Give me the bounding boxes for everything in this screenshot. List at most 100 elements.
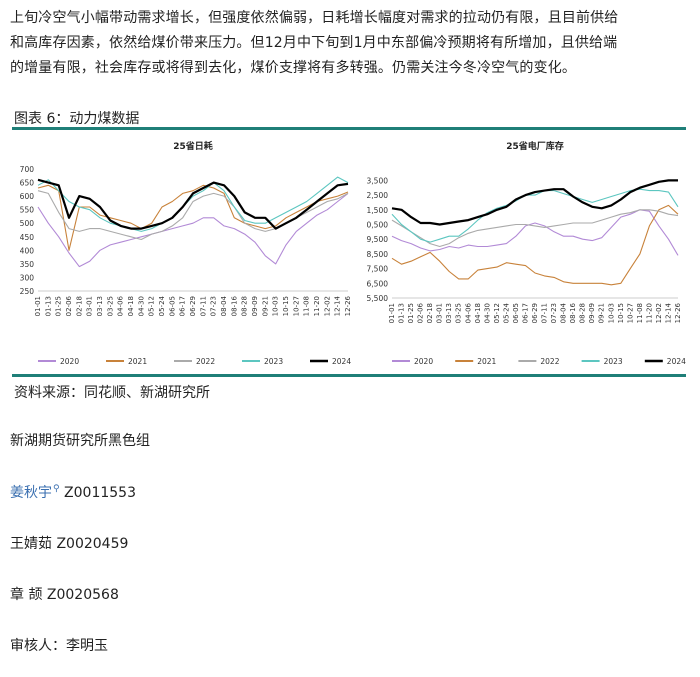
y-tick-label: 7,500 (367, 265, 389, 274)
y-tick-label: 8,500 (367, 250, 389, 259)
x-tick-label: 02-18 (75, 296, 83, 316)
y-tick-label: 13,500 (366, 176, 388, 185)
x-tick-label: 10-27 (626, 303, 634, 323)
figure-title: 图表 6：动力煤数据 (14, 111, 140, 127)
legend-label-2021: 2021 (128, 357, 147, 366)
y-tick-label: 550 (20, 206, 35, 215)
chart-title: 25省日耗 (173, 140, 213, 152)
daily-consumption-chart-svg: 25省日耗 250 300 350 400 450 500 550 600 650 700 01-01… (20, 140, 352, 366)
x-tick-label: 11-20 (313, 296, 321, 316)
legend-label-2021: 2021 (477, 357, 496, 366)
x-tick-label: 01-25 (55, 296, 63, 316)
x-tick-label: 03-25 (106, 296, 114, 316)
chart-title: 25省电厂库存 (506, 140, 564, 152)
y-tick-label: 9,500 (367, 235, 389, 244)
x-tick-label: 05-24 (158, 295, 166, 316)
x-tick-label: 04-30 (137, 296, 145, 316)
analyst-id: Z0020459 (56, 536, 129, 552)
summary-line: 的增量有限，社会库存或将得到去化，煤价支撑将有多转强。仍需关注今冬冷空气的变化。 (10, 60, 576, 76)
x-tick-label: 10-27 (292, 296, 300, 316)
y-tick-label: 10,500 (366, 220, 388, 229)
series-line-2021 (391, 204, 679, 286)
x-tick-label: 07-11 (199, 296, 207, 316)
x-tick-label: 04-18 (474, 303, 482, 323)
legend-label-2020: 2020 (414, 357, 433, 366)
daily-consumption-chart: 25省日耗 250 300 350 400 450 500 550 600 650 700 01-01… (14, 133, 354, 371)
y-tick-label: 12,500 (366, 191, 388, 200)
x-tick-label: 06-05 (512, 303, 520, 323)
x-tick-label: 06-17 (521, 303, 529, 323)
x-tick-label: 06-17 (179, 296, 187, 316)
series-line-2020 (37, 192, 349, 268)
summary-line: 和高库存因素，依然给煤价带来压力。但12月中下旬到1月中东部偏冷预期将有所增加，… (10, 35, 618, 51)
team-name: 新湖期货研究所黑色组 (10, 433, 150, 449)
legend-label-2023: 2023 (604, 357, 623, 366)
search-icon[interactable]: ⚲ (53, 484, 60, 495)
x-tick-label: 01-25 (407, 303, 415, 323)
plant-inventory-chart-svg: 25省电厂库存 5,500 6,500 7,500 8,500 9,500 10,500 11… (362, 140, 686, 366)
x-tick-label: 12-26 (674, 302, 682, 323)
x-tick-label: 03-13 (445, 303, 453, 323)
x-tick-label: 06-29 (189, 296, 197, 316)
analyst-name-link[interactable]: 姜秋宇 (10, 485, 52, 501)
y-tick-label: 500 (20, 219, 35, 228)
x-tick-label: 05-12 (493, 303, 501, 323)
x-tick-label: 01-01 (34, 296, 42, 316)
analyst-row: 姜秋宇⚲ Z0011553 (10, 482, 136, 502)
y-tick-label: 600 (20, 192, 35, 201)
x-tick-label: 12-26 (344, 295, 352, 316)
x-tick-label: 03-25 (455, 303, 463, 323)
x-tick-label: 09-09 (588, 303, 596, 323)
x-tick-label: 10-03 (272, 296, 280, 316)
analyst-name: 王婧茹 (10, 536, 52, 552)
y-tick-label: 400 (20, 246, 35, 255)
legend-label-2023: 2023 (264, 357, 283, 366)
y-tick-label: 5,500 (367, 294, 389, 303)
y-tick-label: 450 (20, 233, 35, 242)
series-line-2024 (391, 179, 678, 226)
summary-line: 上旬冷空气小幅带动需求增长，但强度依然偏弱，日耗增长幅度对需求的拉动仍有限，且目… (10, 10, 619, 26)
x-tick-label: 09-21 (598, 303, 606, 323)
x-tick-label: 07-23 (550, 303, 558, 323)
summary-paragraph: 上旬冷空气小幅带动需求增长，但强度依然偏弱，日耗增长幅度对需求的拉动仍有限，且目… (10, 6, 692, 81)
analyst-name: 章 颉 (10, 587, 43, 603)
x-tick-label: 05-24 (502, 302, 510, 323)
y-tick-label: 11,500 (366, 206, 388, 215)
figure-top-rule (12, 127, 686, 130)
x-tick-label: 07-23 (210, 296, 218, 316)
analyst-row: 王婧茹 Z0020459 (10, 533, 128, 553)
x-tick-label: 08-28 (579, 303, 587, 323)
plant-inventory-chart: 25省电厂库存 5,500 6,500 7,500 8,500 9,500 10,500 11… (362, 133, 686, 371)
figure-bottom-rule (12, 374, 686, 377)
x-tick-label: 08-04 (560, 302, 568, 323)
x-tick-label: 08-16 (569, 302, 577, 323)
legend-label-2022: 2022 (196, 357, 215, 366)
x-tick-label: 02-06 (417, 302, 425, 323)
x-tick-label: 06-05 (168, 296, 176, 316)
y-tick-label: 6,500 (367, 279, 389, 288)
series-line-2021 (37, 184, 349, 251)
x-tick-label: 11-20 (645, 303, 653, 323)
analyst-row: 章 颉 Z0020568 (10, 584, 119, 604)
x-tick-label: 02-06 (65, 295, 73, 316)
y-tick-label: 700 (20, 165, 35, 174)
source-note: 资料来源：同花顺、新湖研究所 (14, 385, 210, 401)
x-tick-label: 06-29 (531, 303, 539, 323)
series-line-2023 (37, 176, 349, 232)
series-line-2022 (391, 209, 679, 248)
analyst-id: Z0020568 (46, 587, 119, 603)
y-tick-label: 350 (20, 260, 35, 269)
x-tick-label: 04-30 (483, 303, 491, 323)
x-tick-label: 12-14 (664, 302, 672, 323)
y-tick-label: 300 (20, 273, 35, 282)
series-line-2020 (391, 209, 679, 256)
series-line-2024 (37, 178, 349, 230)
legend-label-2024: 2024 (667, 357, 686, 366)
x-tick-label: 03-13 (96, 296, 104, 316)
x-tick-label: 03-01 (436, 303, 444, 323)
x-tick-label: 01-13 (44, 296, 52, 316)
reviewer: 审核人：李明玉 (10, 638, 108, 654)
x-tick-label: 12-02 (323, 296, 331, 316)
x-tick-label: 11-08 (636, 303, 644, 323)
x-tick-label: 12-02 (655, 303, 663, 323)
